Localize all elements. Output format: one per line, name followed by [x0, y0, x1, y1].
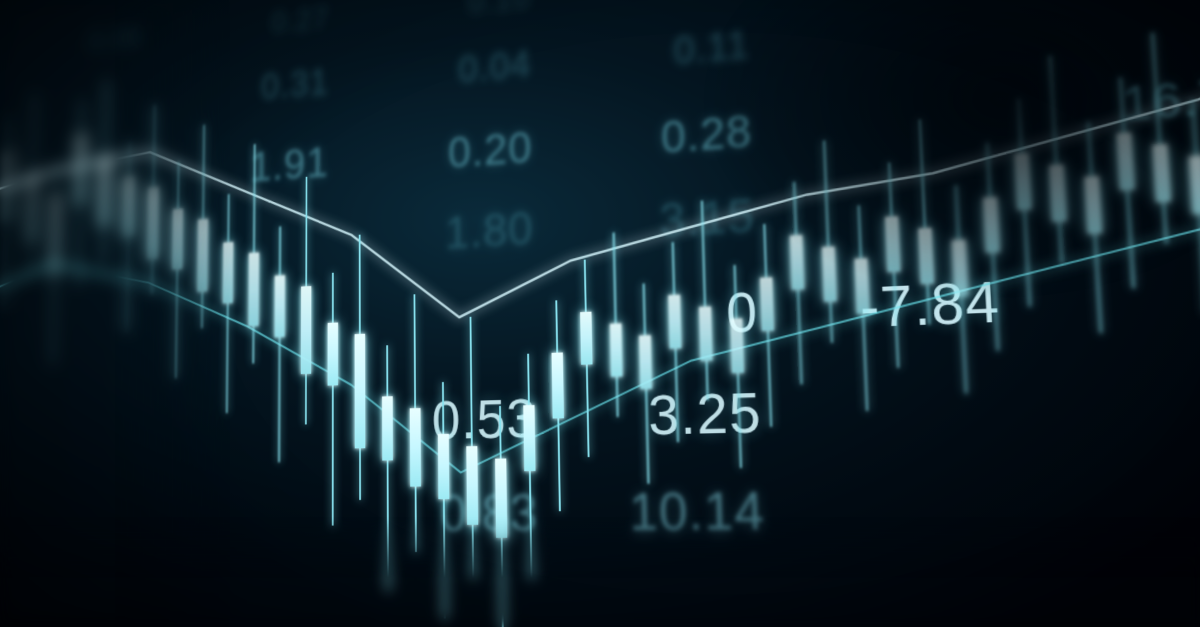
candle-body: [790, 235, 804, 289]
candle-body: [327, 323, 337, 386]
candle-body: [984, 197, 1000, 253]
candle-body: [1117, 133, 1134, 190]
candle: [0, 15, 18, 627]
candle-body: [172, 209, 182, 269]
candle: [719, 0, 755, 627]
candle-wick: [1049, 55, 1063, 263]
candle-wick: [823, 140, 833, 342]
candle: [660, 0, 692, 627]
candle-body: [1085, 177, 1102, 234]
candle-body: [301, 286, 312, 374]
candle-body: [953, 240, 969, 296]
candle: [219, 0, 235, 627]
candle: [327, 0, 338, 627]
candle: [90, 5, 113, 627]
candle-body: [50, 194, 61, 276]
candle-body: [248, 252, 259, 326]
candle: [15, 13, 41, 627]
candle-body: [274, 275, 284, 337]
candle: [810, 0, 853, 627]
candle-body: [438, 434, 449, 499]
candle-body: [1015, 153, 1031, 209]
candle-wick: [278, 227, 281, 463]
candle: [780, 0, 821, 627]
candle-body: [731, 319, 745, 373]
finance-chart-stage: 4.460.270.100.040.310.040.111.910.200.28…: [0, 0, 1200, 627]
candle-body: [354, 334, 365, 449]
candle-body: [886, 216, 901, 271]
candle-body: [760, 277, 774, 331]
candle-body: [4, 151, 15, 220]
candle: [141, 0, 161, 627]
candle-body: [466, 446, 478, 525]
candle: [167, 0, 186, 627]
candle-body: [523, 405, 535, 471]
candle-body: [223, 242, 233, 303]
candle: [749, 0, 788, 627]
candle-body: [382, 396, 393, 460]
candle-body: [99, 155, 110, 226]
candle: [545, 0, 569, 627]
candle-body: [919, 228, 934, 284]
candle-body: [1050, 165, 1066, 222]
candle: [300, 0, 312, 627]
candle-body: [822, 247, 836, 302]
candle-body: [580, 312, 592, 365]
candle: [193, 0, 211, 627]
candle-body: [1190, 156, 1200, 214]
candle-body: [1153, 144, 1170, 201]
candle-body: [609, 324, 622, 377]
candle: [461, 0, 480, 627]
candle-body: [147, 187, 158, 259]
candle-wick: [701, 201, 709, 401]
candle-body: [640, 336, 653, 390]
candle-body: [669, 295, 682, 349]
candle-wick: [332, 273, 334, 526]
candle: [601, 0, 629, 627]
candle: [115, 3, 136, 627]
candle: [65, 8, 89, 627]
candle-body: [75, 134, 86, 204]
candle: [489, 0, 509, 627]
tilted-plane: 4.460.270.100.040.310.040.111.910.200.28…: [0, 0, 1200, 627]
candle-body: [855, 259, 870, 314]
candle: [272, 0, 286, 627]
candle-wick: [442, 382, 446, 618]
candlestick-layer: [0, 0, 1200, 627]
candle-wick: [386, 346, 389, 591]
candle-body: [409, 408, 420, 486]
candle-wick: [1152, 33, 1168, 244]
candle-body: [27, 172, 38, 242]
candle: [354, 0, 366, 627]
candle-body: [495, 459, 507, 539]
candle-body: [197, 219, 208, 292]
candle: [407, 0, 422, 627]
candle-wick: [175, 162, 179, 378]
candle: [434, 0, 451, 627]
candle: [689, 0, 723, 627]
candle: [246, 0, 261, 627]
candle-body: [551, 352, 563, 418]
candle-wick: [919, 120, 931, 325]
candle-wick: [125, 142, 130, 332]
candle: [380, 0, 393, 627]
candle-body: [699, 307, 712, 361]
candle: [516, 0, 538, 627]
candle: [40, 11, 65, 627]
candle: [573, 0, 599, 627]
candle: [630, 0, 660, 627]
candle-body: [123, 177, 134, 237]
candle-wick: [226, 194, 230, 414]
